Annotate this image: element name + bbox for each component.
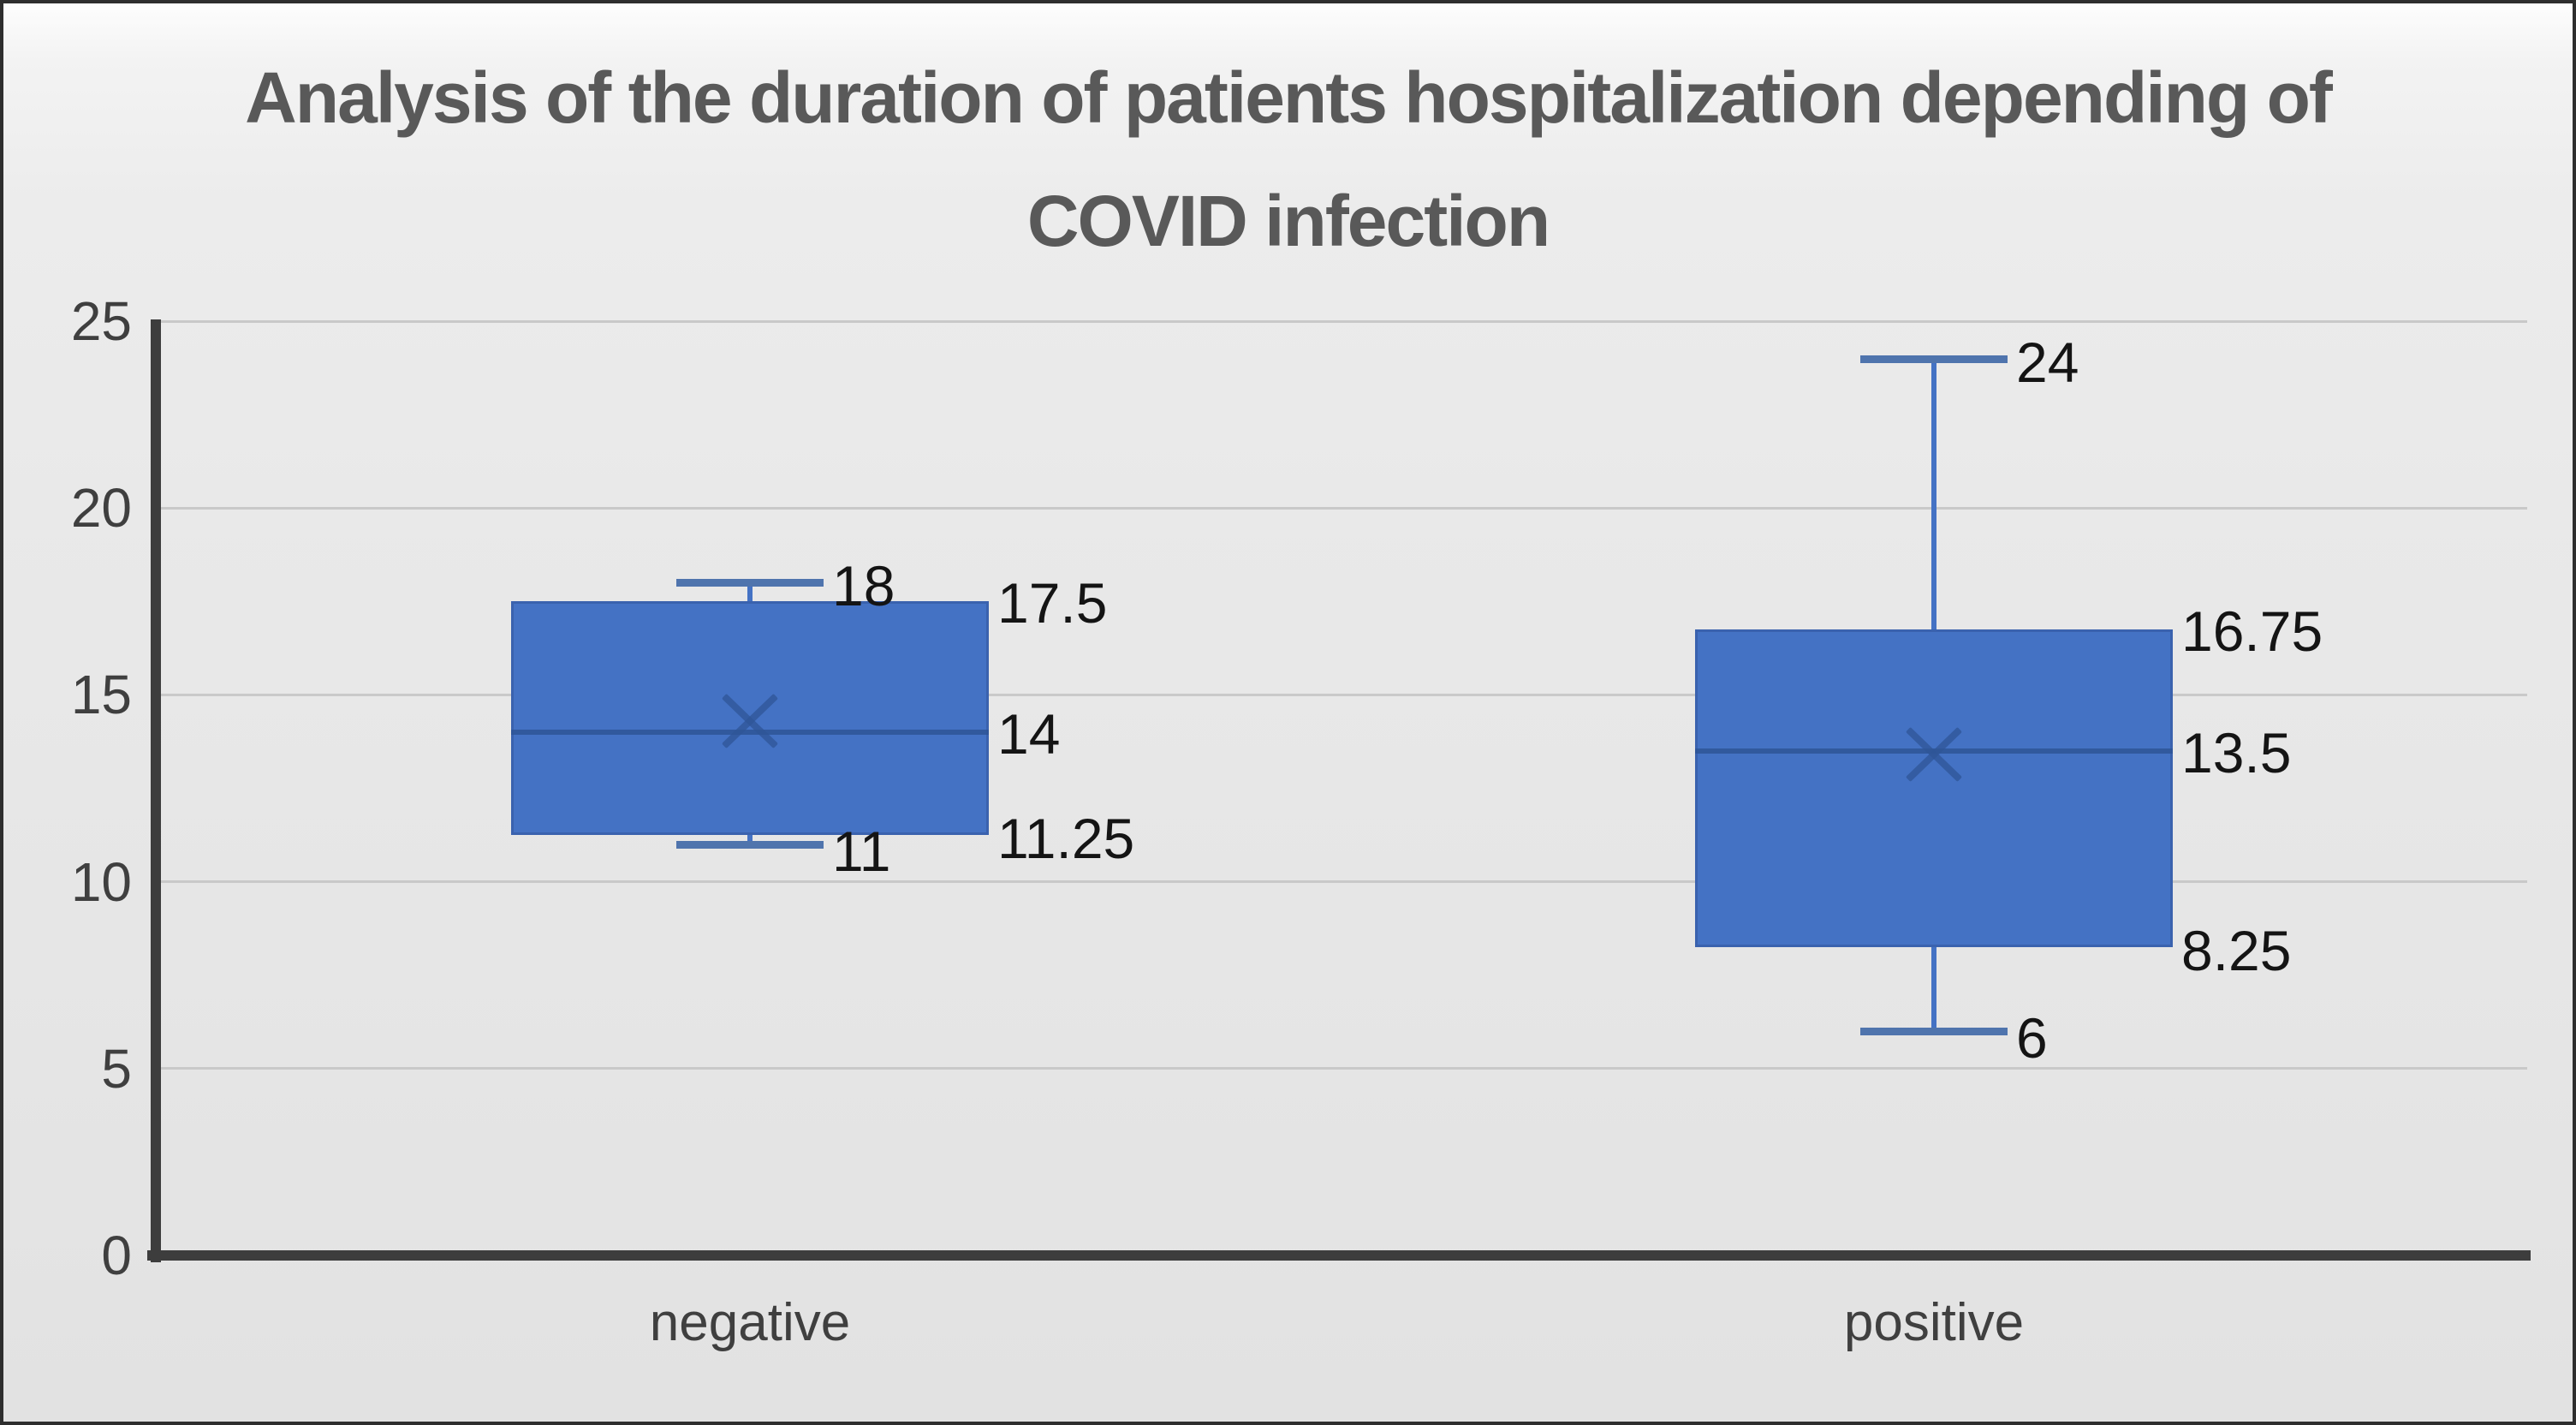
label-min-negative: 11: [832, 819, 891, 883]
label-q1-positive: 8.25: [2181, 918, 2292, 982]
whisker-min-cap-negative: [676, 840, 824, 849]
whisker-top-line-positive: [1931, 358, 1936, 629]
y-tick-label-0: 0: [101, 1225, 132, 1286]
gridline-25: [156, 319, 2527, 323]
chart-title: Analysis of the duration of patients hos…: [3, 36, 2573, 283]
whisker-top-line-negative: [747, 582, 753, 602]
whisker-min-cap-positive: [1860, 1028, 2008, 1036]
y-tick-label-25: 25: [70, 290, 132, 352]
chart-title-line-2: COVID infection: [1026, 181, 1550, 262]
y-tick-label-20: 20: [70, 477, 132, 540]
label-q1-negative: 11.25: [997, 807, 1135, 871]
y-axis-line: [151, 319, 161, 1262]
x-axis-line: [147, 1250, 2531, 1261]
median-line-negative: [511, 730, 989, 736]
box-negative: [511, 601, 989, 836]
box-positive: [1695, 629, 2173, 947]
label-median-negative: 14: [997, 702, 1061, 766]
label-q3-positive: 16.75: [2181, 599, 2323, 664]
whisker-bottom-line-negative: [747, 835, 753, 844]
y-tick-label-5: 5: [101, 1037, 132, 1100]
label-max-negative: 18: [832, 554, 895, 618]
mean-marker-positive: [1898, 718, 1970, 790]
label-max-positive: 24: [2016, 330, 2079, 394]
y-tick-label-15: 15: [70, 664, 132, 726]
chart-title-line-1: Analysis of the duration of patients hos…: [245, 57, 2333, 138]
label-median-positive: 13.5: [2181, 720, 2292, 784]
gridline-15: [156, 693, 2527, 696]
y-tick-label-10: 10: [70, 850, 132, 913]
whisker-max-cap-positive: [1860, 355, 2008, 363]
whisker-bottom-line-positive: [1931, 946, 1936, 1032]
gridline-5: [156, 1067, 2527, 1070]
label-min-positive: 6: [2016, 1006, 2048, 1070]
mean-marker-negative: [714, 685, 786, 757]
whisker-max-cap-negative: [676, 579, 824, 587]
gridline-20: [156, 506, 2527, 510]
x-category-label-negative: negative: [649, 1293, 851, 1352]
gridline-10: [156, 880, 2527, 884]
label-q3-negative: 17.5: [997, 571, 1108, 635]
x-category-label-positive: positive: [1843, 1293, 2025, 1352]
